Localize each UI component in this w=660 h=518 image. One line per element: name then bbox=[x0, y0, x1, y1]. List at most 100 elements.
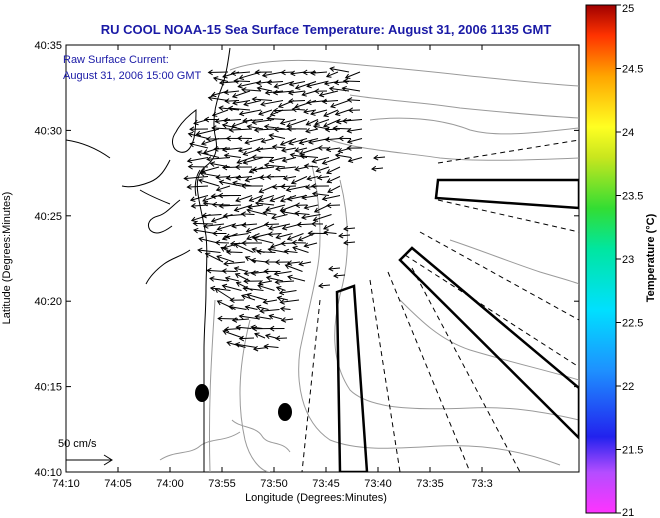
current-vector bbox=[240, 183, 264, 189]
current-vector bbox=[251, 154, 275, 161]
current-vector bbox=[265, 204, 286, 212]
x-tick-label: 73:55 bbox=[208, 478, 236, 490]
current-vector bbox=[327, 185, 341, 193]
current-vector bbox=[253, 127, 275, 133]
current-vector bbox=[235, 324, 252, 331]
current-vector bbox=[329, 66, 350, 73]
current-vector bbox=[283, 248, 298, 255]
current-vector bbox=[228, 127, 253, 133]
current-vector bbox=[238, 335, 255, 342]
current-vector bbox=[234, 164, 253, 170]
current-vector bbox=[312, 124, 330, 130]
current-vector bbox=[233, 78, 251, 84]
current-vector bbox=[253, 236, 274, 244]
current-vector bbox=[286, 233, 304, 241]
current-vector bbox=[294, 147, 308, 153]
current-vector bbox=[279, 119, 297, 126]
current-vector bbox=[268, 223, 291, 231]
current-vector bbox=[234, 273, 251, 282]
current-vector bbox=[324, 126, 341, 133]
current-vector bbox=[286, 260, 301, 266]
current-vector bbox=[221, 146, 242, 153]
current-vector bbox=[297, 233, 315, 242]
x-tick-label: 74:10 bbox=[52, 478, 80, 490]
current-vector bbox=[189, 195, 209, 202]
current-vector bbox=[241, 294, 256, 301]
current-vector bbox=[256, 248, 276, 255]
current-vector bbox=[251, 96, 273, 103]
current-vector bbox=[334, 152, 352, 159]
current-vector bbox=[211, 125, 231, 131]
current-vector bbox=[330, 100, 350, 109]
current-vector bbox=[294, 166, 308, 172]
annotation-line-1: Raw Surface Current: bbox=[63, 54, 169, 66]
current-vector bbox=[230, 70, 251, 76]
current-vector bbox=[268, 313, 283, 320]
current-vector bbox=[186, 157, 209, 164]
radar-beam-outlines bbox=[335, 178, 579, 472]
current-vector bbox=[346, 127, 363, 134]
current-vector bbox=[251, 166, 275, 173]
current-vector bbox=[302, 69, 317, 76]
current-vector bbox=[256, 80, 273, 86]
current-vector bbox=[299, 153, 319, 160]
current-vector bbox=[225, 249, 243, 255]
scale-bar: 50 cm/s bbox=[58, 438, 113, 466]
current-vector bbox=[263, 221, 280, 228]
current-vector bbox=[222, 213, 244, 219]
current-vector bbox=[261, 71, 284, 78]
current-vector bbox=[196, 150, 220, 158]
current-vector bbox=[325, 71, 339, 78]
current-vector bbox=[288, 98, 306, 104]
current-vector bbox=[289, 70, 306, 77]
current-vector bbox=[332, 125, 352, 132]
current-vector bbox=[341, 85, 361, 92]
current-vector bbox=[224, 275, 240, 282]
current-vector bbox=[262, 298, 278, 305]
colorbar-tick-label: 25 bbox=[622, 3, 634, 15]
station-markers bbox=[195, 384, 292, 421]
current-vector bbox=[312, 214, 332, 222]
colorbar-gradient bbox=[585, 4, 617, 514]
current-vector bbox=[263, 162, 286, 169]
current-vector bbox=[198, 178, 220, 187]
current-vector bbox=[233, 204, 253, 213]
current-vector bbox=[186, 184, 209, 190]
current-vector bbox=[338, 135, 352, 142]
current-vector bbox=[228, 304, 247, 310]
current-vector bbox=[323, 223, 335, 230]
current-vector bbox=[255, 304, 269, 311]
current-vector bbox=[298, 260, 312, 267]
current-vector bbox=[303, 163, 319, 169]
station-marker bbox=[278, 403, 292, 421]
current-vector bbox=[265, 174, 286, 180]
current-vector bbox=[203, 223, 225, 229]
current-vector bbox=[255, 146, 275, 153]
current-vector bbox=[222, 117, 242, 124]
current-vector bbox=[260, 100, 284, 107]
current-vector bbox=[279, 306, 291, 312]
current-vector bbox=[231, 90, 251, 99]
current-vector bbox=[307, 230, 326, 237]
current-vector bbox=[280, 183, 297, 190]
current-vector bbox=[343, 225, 356, 232]
current-vector bbox=[268, 133, 286, 139]
current-vector bbox=[334, 109, 350, 117]
x-axis-label: Longitude (Degrees:Minutes) bbox=[245, 492, 387, 504]
current-vector bbox=[266, 115, 286, 122]
current-vector bbox=[323, 109, 339, 118]
current-vector bbox=[371, 165, 384, 172]
current-vector bbox=[271, 144, 286, 150]
current-vector bbox=[287, 89, 306, 96]
current-vector bbox=[218, 179, 242, 187]
current-vector bbox=[222, 329, 244, 339]
current-vector bbox=[280, 69, 295, 76]
current-vector bbox=[306, 175, 319, 181]
current-vector bbox=[200, 166, 220, 174]
current-vector bbox=[310, 183, 330, 189]
annotation-line-2: August 31, 2006 15:00 GMT bbox=[63, 70, 201, 82]
current-vector bbox=[294, 202, 308, 209]
current-vector bbox=[286, 125, 308, 132]
current-vector bbox=[291, 239, 307, 246]
